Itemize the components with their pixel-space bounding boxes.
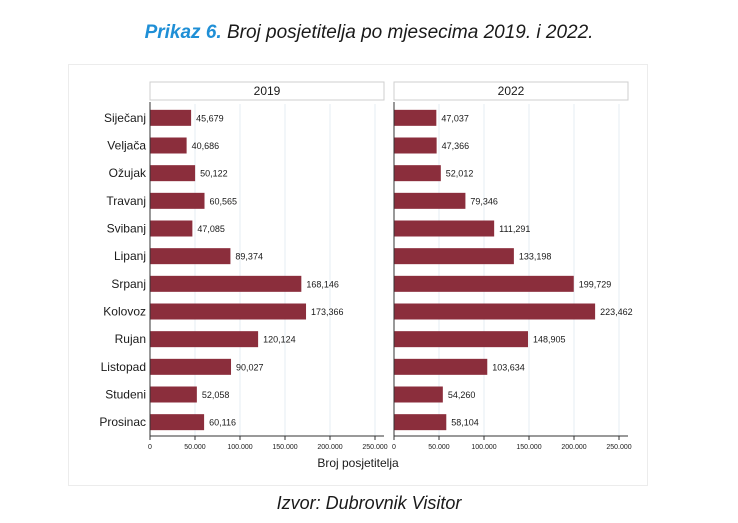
value-label-2019-5: 47,085: [197, 224, 225, 234]
figure-title-prefix: Prikaz 6.: [144, 22, 222, 43]
value-label-2022-5: 111,291: [499, 224, 530, 234]
bar-2019-12: [150, 414, 205, 431]
category-label-12: Prosinac: [99, 415, 146, 429]
bar-2022-12: [394, 414, 447, 431]
bar-2022-6: [394, 248, 514, 265]
bar-2019-4: [150, 192, 205, 209]
category-label-5: Svibanj: [107, 222, 146, 236]
panel-title-2022: 2022: [498, 84, 525, 98]
value-label-2019-12: 60,116: [209, 418, 236, 428]
bar-2022-7: [394, 275, 574, 292]
value-label-2019-3: 50,122: [200, 169, 228, 179]
value-label-2019-1: 45,679: [196, 113, 224, 123]
figure-title: Prikaz 6. Broj posjetitelja po mjesecima…: [0, 22, 738, 44]
x-tick-label-2022-3: 150.000: [516, 444, 541, 451]
x-tick-label-2022-4: 200.000: [561, 444, 586, 451]
category-label-1: Siječanj: [104, 111, 146, 125]
bar-2022-4: [394, 192, 466, 209]
value-label-2022-9: 148,905: [533, 335, 566, 345]
bar-2022-5: [394, 220, 495, 237]
bar-2019-3: [150, 165, 196, 182]
bar-2019-2: [150, 137, 187, 154]
x-tick-label-2019-4: 200.000: [317, 444, 342, 451]
bar-2019-1: [150, 109, 192, 126]
value-label-2019-4: 60,565: [210, 196, 238, 206]
bar-2019-11: [150, 386, 197, 403]
bar-2019-8: [150, 303, 307, 320]
category-label-2: Veljača: [107, 139, 146, 153]
value-label-2022-3: 52,012: [446, 169, 474, 179]
value-label-2019-7: 168,146: [306, 279, 339, 289]
x-tick-label-2019-1: 50.000: [184, 444, 206, 451]
x-tick-label-2019-3: 150.000: [272, 444, 297, 451]
value-label-2019-10: 90,027: [236, 362, 264, 372]
figure-source: Izvor: Dubrovnik Visitor: [276, 493, 462, 513]
figure-title-text: Broj posjetitelja po mjesecima 2019. i 2…: [226, 22, 594, 43]
category-label-7: Srpanj: [111, 277, 146, 291]
value-label-2022-8: 223,462: [600, 307, 633, 317]
value-label-2022-7: 199,729: [579, 279, 612, 289]
bar-2022-8: [394, 303, 596, 320]
category-label-10: Listopad: [101, 360, 146, 374]
value-label-2019-9: 120,124: [263, 335, 296, 345]
value-label-2022-12: 58,104: [451, 418, 479, 428]
panel-header-2022: [393, 81, 629, 101]
x-tick-label-2019-2: 100.000: [227, 444, 252, 451]
value-label-2019-6: 89,374: [235, 252, 263, 262]
bar-2022-11: [394, 386, 443, 403]
category-label-3: Ožujak: [109, 166, 147, 180]
bar-2019-9: [150, 331, 259, 348]
bar-2022-10: [394, 358, 488, 375]
bar-2019-10: [150, 358, 232, 375]
x-tick-label-2019-5: 250.000: [362, 444, 387, 451]
value-label-2019-2: 40,686: [192, 141, 220, 151]
x-tick-label-2022-1: 50.000: [428, 444, 450, 451]
x-tick-label-2019-0: 0: [148, 444, 152, 451]
value-label-2022-11: 54,260: [448, 390, 476, 400]
category-label-6: Lipanj: [114, 249, 146, 263]
value-label-2022-10: 103,634: [492, 362, 525, 372]
x-axis-label: Broj posjetitelja: [317, 456, 399, 470]
bar-2022-9: [394, 331, 529, 348]
category-label-8: Kolovoz: [103, 305, 146, 319]
value-label-2022-1: 47,037: [441, 113, 469, 123]
value-label-2022-2: 47,366: [442, 141, 470, 151]
panel-header-2019: [149, 81, 385, 101]
value-label-2022-4: 79,346: [470, 196, 498, 206]
bar-2022-2: [394, 137, 437, 154]
category-label-11: Studeni: [105, 388, 146, 402]
bar-2022-3: [394, 165, 441, 182]
value-label-2019-8: 173,366: [311, 307, 344, 317]
panel-title-2019: 2019: [254, 84, 281, 98]
x-tick-label-2022-2: 100.000: [471, 444, 496, 451]
category-label-9: Rujan: [115, 332, 146, 346]
value-label-2019-11: 52,058: [202, 390, 230, 400]
x-tick-label-2022-5: 250.000: [606, 444, 631, 451]
x-tick-label-2022-0: 0: [392, 444, 396, 451]
bar-2019-6: [150, 248, 231, 265]
bar-2019-7: [150, 275, 302, 292]
bar-2019-5: [150, 220, 193, 237]
category-label-4: Travanj: [106, 194, 146, 208]
bar-2022-1: [394, 109, 437, 126]
value-label-2022-6: 133,198: [519, 252, 552, 262]
